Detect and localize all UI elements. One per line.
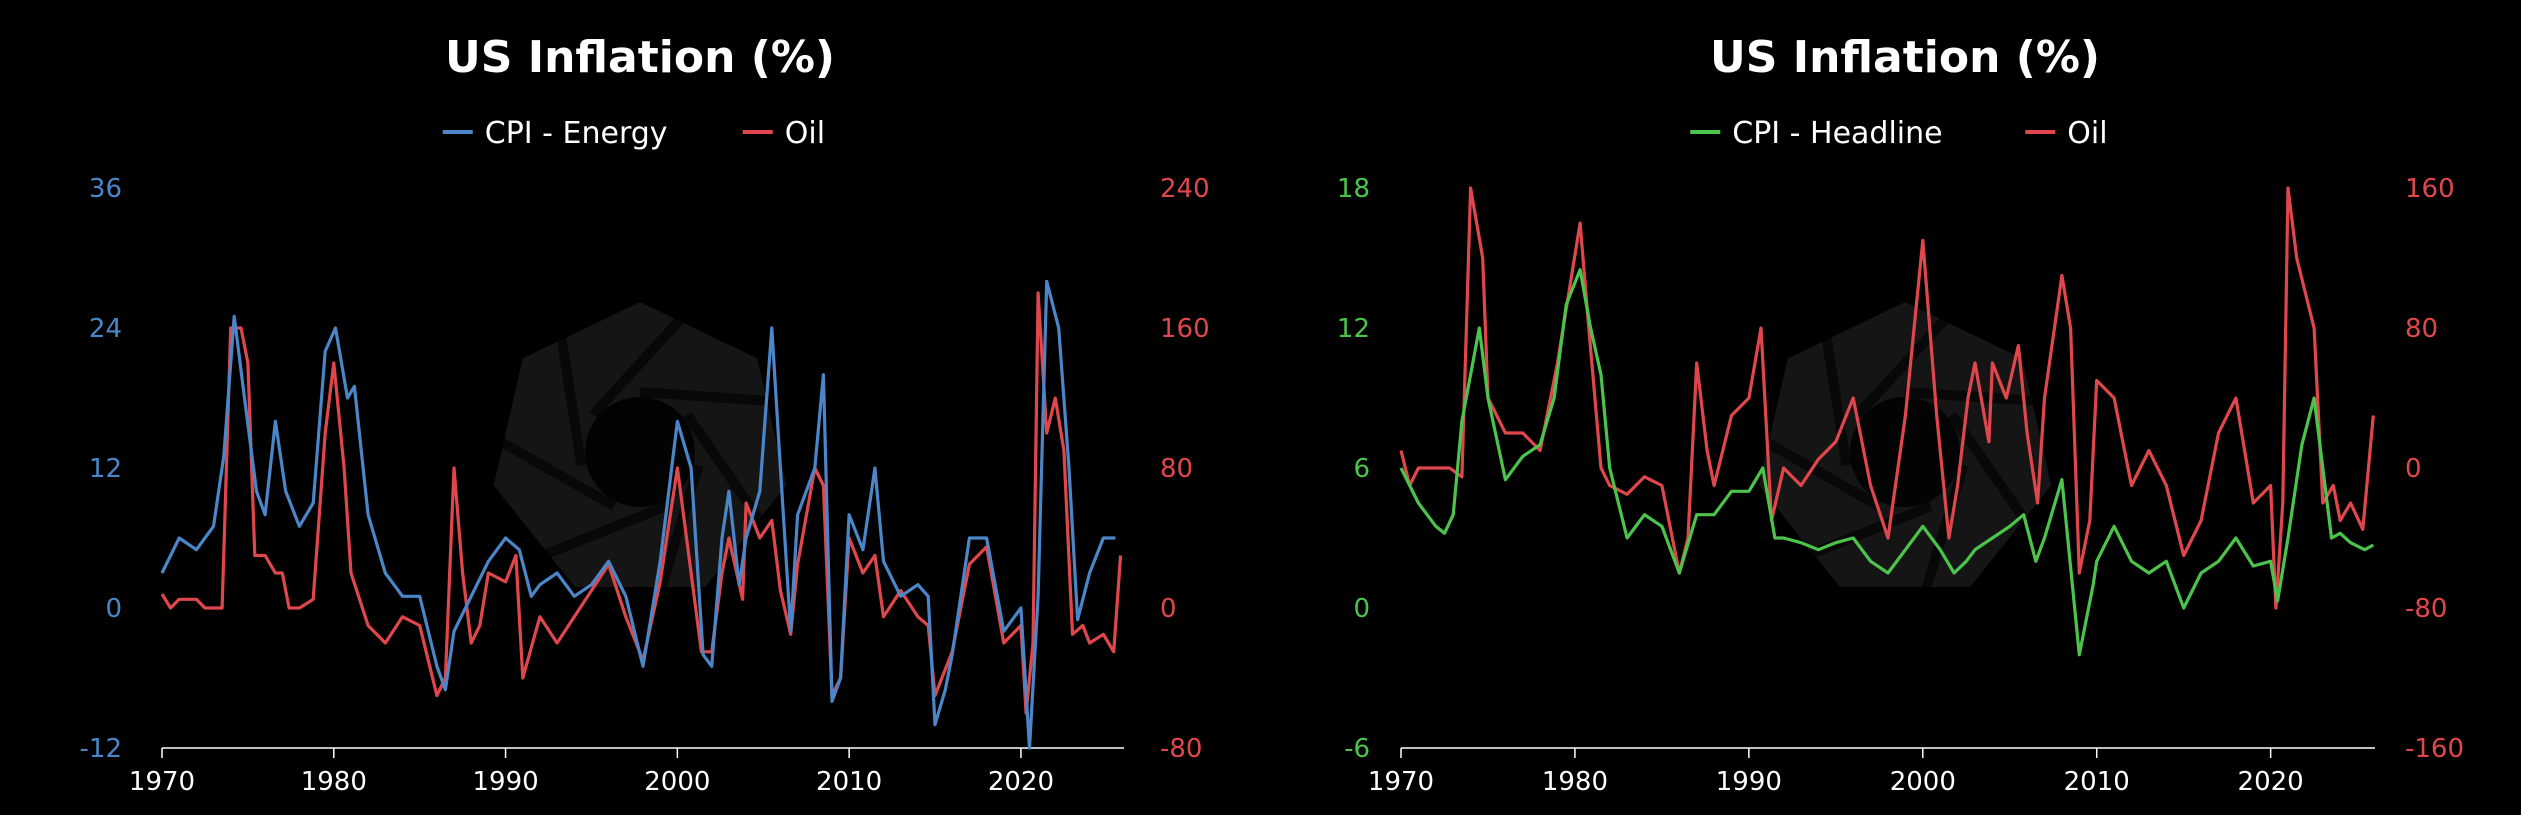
series-line-oil-right: [160, 291, 1123, 715]
left-tick-label: 18: [1337, 174, 1370, 204]
panel-energy-vs-oil: US Inflation (%) CPI - Energy Oil -12 0 12 24 3…: [80, 32, 1210, 797]
left-axis: -6 0 6 12 18: [1337, 174, 1370, 764]
panel-headline-vs-oil: US Inflation (%) CPI - Headline Oil -6 0 6 12 1…: [1337, 32, 2464, 797]
right-tick-label: -160: [2405, 734, 2464, 764]
x-tick-label: 1980: [301, 767, 367, 797]
left-axis: -12 0 12 24 36: [80, 174, 122, 764]
chart-title: US Inflation (%): [1710, 32, 2100, 83]
x-tick-label: 1970: [129, 767, 195, 797]
x-tick-label: 1990: [1716, 767, 1782, 797]
left-tick-label: -6: [1344, 734, 1370, 764]
right-axis: -80 0 80 160 240: [1160, 174, 1210, 764]
left-tick-label: 12: [1337, 314, 1370, 344]
legend-label: Oil: [785, 116, 825, 151]
right-tick-label: -80: [1160, 734, 1202, 764]
legend-label: CPI - Energy: [485, 116, 668, 151]
right-tick-label: 160: [2405, 174, 2455, 204]
x-tick-label: 1970: [1368, 767, 1434, 797]
x-tick-label: 1980: [1542, 767, 1608, 797]
left-tick-label: 0: [1353, 594, 1370, 624]
series-line-cpi-headline-left: [1399, 268, 2375, 657]
right-tick-label: 80: [2405, 314, 2438, 344]
legend-item-oil: Oil: [742, 116, 825, 151]
right-tick-label: -80: [2405, 594, 2447, 624]
x-axis: 1970 1980 1990 2000 2010 2020: [1368, 747, 2375, 797]
left-tick-label: 0: [105, 594, 122, 624]
x-tick-label: 2020: [988, 767, 1054, 797]
x-tick-label: 2010: [816, 767, 882, 797]
x-tick-label: 2010: [2064, 767, 2130, 797]
right-tick-label: 0: [1160, 594, 1177, 624]
left-tick-label: 24: [89, 314, 122, 344]
x-tick-label: 1990: [472, 767, 538, 797]
series-line-cpi-energy-left: [160, 279, 1116, 750]
watermark-logo: [1758, 302, 2052, 592]
legend-label: CPI - Headline: [1732, 116, 1942, 151]
x-tick-label: 2000: [644, 767, 710, 797]
chart-title: US Inflation (%): [445, 32, 835, 83]
legend-label: Oil: [2067, 116, 2107, 151]
right-tick-label: 80: [1160, 454, 1193, 484]
legend: CPI - Headline Oil: [1690, 116, 2108, 151]
legend-item-cpi-energy: CPI - Energy: [442, 116, 668, 151]
right-tick-label: 160: [1160, 314, 1210, 344]
left-tick-label: 12: [89, 454, 122, 484]
left-tick-label: 6: [1353, 454, 1370, 484]
right-tick-label: 240: [1160, 174, 1210, 204]
x-tick-label: 2000: [1890, 767, 1956, 797]
legend-item-cpi-headline: CPI - Headline: [1690, 116, 1943, 151]
watermark-logo: [493, 302, 787, 592]
right-axis: -160 -80 0 80 160: [2405, 174, 2464, 764]
left-tick-label: 36: [89, 174, 122, 204]
left-tick-label: -12: [80, 734, 122, 764]
x-tick-label: 2020: [2238, 767, 2304, 797]
series-line-oil-right: [1399, 186, 2375, 610]
legend: CPI - Energy Oil: [442, 116, 825, 151]
legend-item-oil: Oil: [2025, 116, 2108, 151]
right-tick-label: 0: [2405, 454, 2422, 484]
x-axis: 1970 1980 1990 2000 2010 2020: [129, 747, 1124, 797]
